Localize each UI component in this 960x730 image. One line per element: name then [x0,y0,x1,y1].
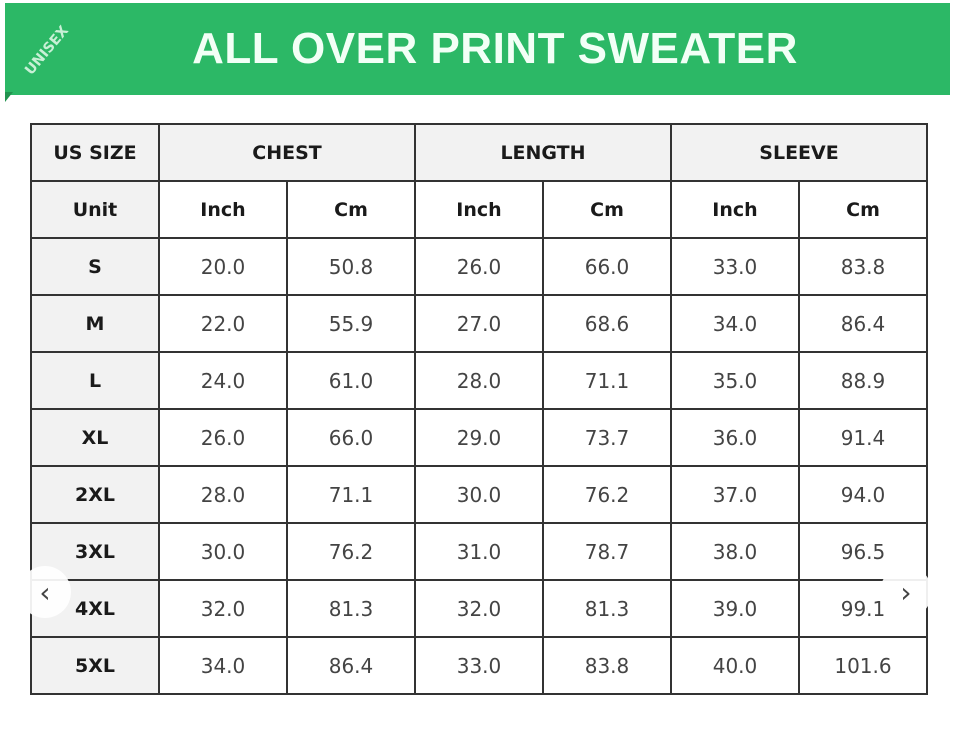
unit-row: Unit Inch Cm Inch Cm Inch Cm [30,180,928,239]
measurement-cell: 33.0 [414,636,544,695]
measurement-cell: 39.0 [670,579,800,638]
measurement-cell: 27.0 [414,294,544,353]
measurement-cell: 68.6 [542,294,672,353]
measurement-cell: 78.7 [542,522,672,581]
unit-cell: Inch [414,180,544,239]
size-cell: 2XL [30,465,160,524]
measurement-cell: 26.0 [414,237,544,296]
measurement-cell: 31.0 [414,522,544,581]
measurement-cell: 66.0 [286,408,416,467]
title-banner [5,3,950,95]
size-cell: 3XL [30,522,160,581]
header-us-size: US SIZE [30,123,160,182]
table-row: 2XL 28.0 71.1 30.0 76.2 37.0 94.0 [30,465,928,524]
measurement-cell: 37.0 [670,465,800,524]
size-cell: XL [30,408,160,467]
table-row: 5XL 34.0 86.4 33.0 83.8 40.0 101.6 [30,636,928,695]
measurement-cell: 71.1 [542,351,672,410]
measurement-cell: 34.0 [158,636,288,695]
measurement-cell: 35.0 [670,351,800,410]
unit-cell: Inch [670,180,800,239]
measurement-cell: 81.3 [286,579,416,638]
measurement-cell: 55.9 [286,294,416,353]
measurement-cell: 29.0 [414,408,544,467]
header-sleeve: SLEEVE [670,123,928,182]
measurement-cell: 94.0 [798,465,928,524]
measurement-cell: 83.8 [542,636,672,695]
measurement-cell: 36.0 [670,408,800,467]
table-row: XL 26.0 66.0 29.0 73.7 36.0 91.4 [30,408,928,467]
size-cell: 5XL [30,636,160,695]
chevron-right-icon: › [900,575,912,609]
size-cell: L [30,351,160,410]
unit-label: Unit [30,180,160,239]
measurement-cell: 33.0 [670,237,800,296]
table-row: M 22.0 55.9 27.0 68.6 34.0 86.4 [30,294,928,353]
measurement-cell: 66.0 [542,237,672,296]
measurement-cell: 30.0 [158,522,288,581]
table-row: 4XL 32.0 81.3 32.0 81.3 39.0 99.1 [30,579,928,638]
table-row: S 20.0 50.8 26.0 66.0 33.0 83.8 [30,237,928,296]
unit-cell: Inch [158,180,288,239]
measurement-cell: 24.0 [158,351,288,410]
header-chest: CHEST [158,123,416,182]
measurement-cell: 26.0 [158,408,288,467]
chevron-left-icon: ‹ [39,575,51,609]
carousel-prev-button[interactable]: ‹ [19,566,71,618]
measurement-cell: 20.0 [158,237,288,296]
measurement-cell: 83.8 [798,237,928,296]
unit-cell: Cm [286,180,416,239]
measurement-cell: 71.1 [286,465,416,524]
measurement-cell: 32.0 [158,579,288,638]
measurement-cell: 86.4 [286,636,416,695]
page-title: ALL OVER PRINT SWEATER [192,24,798,73]
measurement-cell: 81.3 [542,579,672,638]
measurement-cell: 73.7 [542,408,672,467]
measurement-cell: 32.0 [414,579,544,638]
measurement-cell: 34.0 [670,294,800,353]
size-chart-table: US SIZE CHEST LENGTH SLEEVE Unit Inch Cm… [30,123,928,695]
measurement-cell: 86.4 [798,294,928,353]
table-row: 3XL 30.0 76.2 31.0 78.7 38.0 96.5 [30,522,928,581]
measurement-cell: 30.0 [414,465,544,524]
measurement-cell: 61.0 [286,351,416,410]
measurement-cell: 22.0 [158,294,288,353]
table-row: L 24.0 61.0 28.0 71.1 35.0 88.9 [30,351,928,410]
measurement-cell: 38.0 [670,522,800,581]
measurement-cell: 101.6 [798,636,928,695]
measurement-cell: 40.0 [670,636,800,695]
unit-cell: Cm [798,180,928,239]
measurement-cell: 28.0 [414,351,544,410]
banner-fold [5,92,13,102]
header-length: LENGTH [414,123,672,182]
measurement-cell: 50.8 [286,237,416,296]
measurement-cell: 28.0 [158,465,288,524]
measurement-cell: 88.9 [798,351,928,410]
header-row: US SIZE CHEST LENGTH SLEEVE [30,123,928,182]
measurement-cell: 91.4 [798,408,928,467]
unit-cell: Cm [542,180,672,239]
size-cell: S [30,237,160,296]
carousel-next-button[interactable]: › [880,566,932,618]
measurement-cell: 76.2 [286,522,416,581]
measurement-cell: 76.2 [542,465,672,524]
size-cell: M [30,294,160,353]
